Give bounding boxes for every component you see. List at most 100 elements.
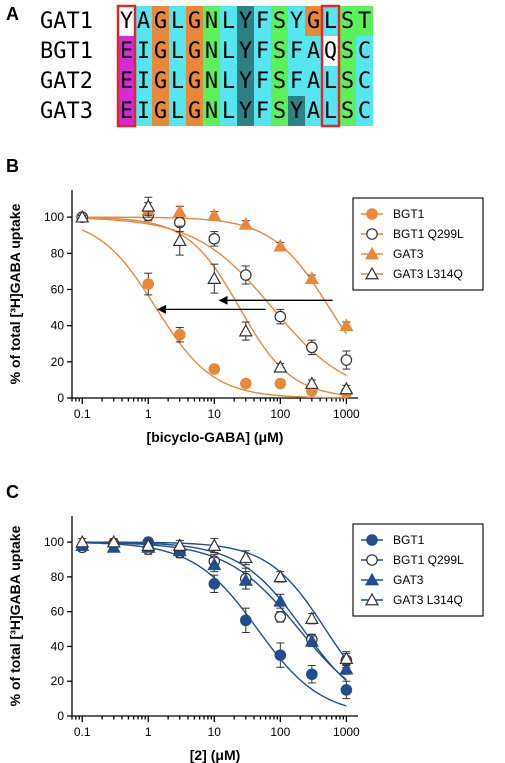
residue-cell <box>118 6 135 36</box>
y-tick-label: 20 <box>51 355 65 369</box>
data-point <box>173 328 186 341</box>
residue-cell <box>339 96 356 126</box>
residue-letter: N <box>205 9 218 34</box>
panel-c-chart: C 0 20 40 60 80 100 0.1 1 10 100 1000 [2] (μM) % of t… <box>6 482 484 763</box>
data-point <box>274 649 287 661</box>
fit-curve <box>82 217 347 376</box>
residue-cell <box>118 36 135 66</box>
data-point <box>273 360 288 373</box>
residue-letter: G <box>188 9 201 34</box>
sequence-name-gat1: GAT1 <box>40 9 93 34</box>
residue-cell <box>169 6 186 36</box>
residue-letter: Y <box>239 69 252 94</box>
x-tick-label: 0.1 <box>74 725 91 739</box>
sequence-name-bgt1: BGT1 <box>40 39 93 64</box>
residue-cell <box>254 96 271 126</box>
residue-letter: F <box>256 99 269 124</box>
legend-label: GAT3 <box>393 573 424 587</box>
x-tick-label: 1000 <box>333 407 360 421</box>
data-point <box>106 534 121 548</box>
residue-cell <box>288 66 305 96</box>
data-point <box>304 376 319 389</box>
residue-letter: L <box>171 39 184 64</box>
data-point <box>238 550 253 564</box>
residue-cell <box>356 96 373 126</box>
residue-cell <box>339 36 356 66</box>
residue-letter: Y <box>239 39 252 64</box>
residue-letter: A <box>307 69 320 94</box>
residue-cell <box>186 36 203 66</box>
residue-cell <box>220 66 237 96</box>
data-point <box>238 217 253 230</box>
residue-letter: Q <box>324 39 337 64</box>
residue-cell <box>135 36 152 66</box>
residue-letter: S <box>341 69 354 94</box>
residue-cell <box>339 66 356 96</box>
data-point <box>238 573 253 586</box>
data-point <box>172 538 187 551</box>
x-tick-label: 10 <box>208 407 222 421</box>
highlight-box <box>116 4 137 128</box>
residue-letter: L <box>222 69 235 94</box>
y-tick-label: 0 <box>57 391 64 405</box>
data-point <box>306 668 318 681</box>
residue-letter: L <box>171 69 184 94</box>
data-point <box>238 323 253 337</box>
residue-letter: Y <box>120 9 133 34</box>
residue-letter: F <box>290 39 303 64</box>
residue-letter: A <box>307 39 320 64</box>
legend-label: GAT3 <box>393 247 424 261</box>
x-tick-label: 0.1 <box>74 407 91 421</box>
residue-cell <box>169 96 186 126</box>
data-point <box>208 578 221 590</box>
residue-letter: Y <box>239 9 252 34</box>
data-point <box>207 271 222 285</box>
legend-marker <box>366 534 378 546</box>
legend-label: BGT1 Q299L <box>393 227 464 241</box>
residue-cell <box>288 6 305 36</box>
y-tick-label: 80 <box>51 246 65 260</box>
residue-letter: L <box>171 99 184 124</box>
legend-marker <box>366 228 378 240</box>
panel-a-letter: A <box>6 4 19 24</box>
residue-letter: G <box>188 39 201 64</box>
data-point <box>339 661 354 675</box>
residue-cell <box>203 66 220 96</box>
panel-b-chart: B 0 20 40 60 80 100 0.1 1 10 100 1000 [bicyclo-GABA]… <box>6 156 484 445</box>
residue-cell <box>271 36 288 66</box>
data-point <box>304 611 319 624</box>
x-axis-label: [bicyclo-GABA] (μM) <box>147 429 284 445</box>
legend-label: BGT1 <box>393 533 425 547</box>
residue-letter: S <box>341 39 354 64</box>
residue-cell <box>203 36 220 66</box>
residue-cell <box>169 36 186 66</box>
y-tick-label: 40 <box>51 639 65 653</box>
data-point <box>240 269 252 281</box>
panel-letter: B <box>6 156 19 176</box>
residue-letter: S <box>273 39 286 64</box>
residue-cell <box>254 66 271 96</box>
residue-letter: F <box>256 9 269 34</box>
residue-cell <box>339 6 356 36</box>
residue-letter: L <box>324 9 337 34</box>
residue-cell <box>322 36 339 66</box>
data-point <box>339 651 354 664</box>
residue-cell <box>135 66 152 96</box>
legend-marker <box>365 246 379 260</box>
residue-cell <box>118 96 135 126</box>
residue-letter: I <box>137 39 150 64</box>
legend-marker <box>365 592 379 606</box>
residue-cell <box>356 36 373 66</box>
data-point <box>141 538 156 551</box>
legend-marker <box>366 208 378 220</box>
residue-cell <box>288 96 305 126</box>
x-tick-label: 1000 <box>333 725 360 739</box>
residue-letter: S <box>341 9 354 34</box>
residue-cell <box>237 36 254 66</box>
residue-cell <box>305 6 322 36</box>
residue-cell <box>220 36 237 66</box>
residue-letter: L <box>324 99 337 124</box>
x-tick-label: 100 <box>270 407 290 421</box>
legend-label: BGT1 <box>393 207 425 221</box>
